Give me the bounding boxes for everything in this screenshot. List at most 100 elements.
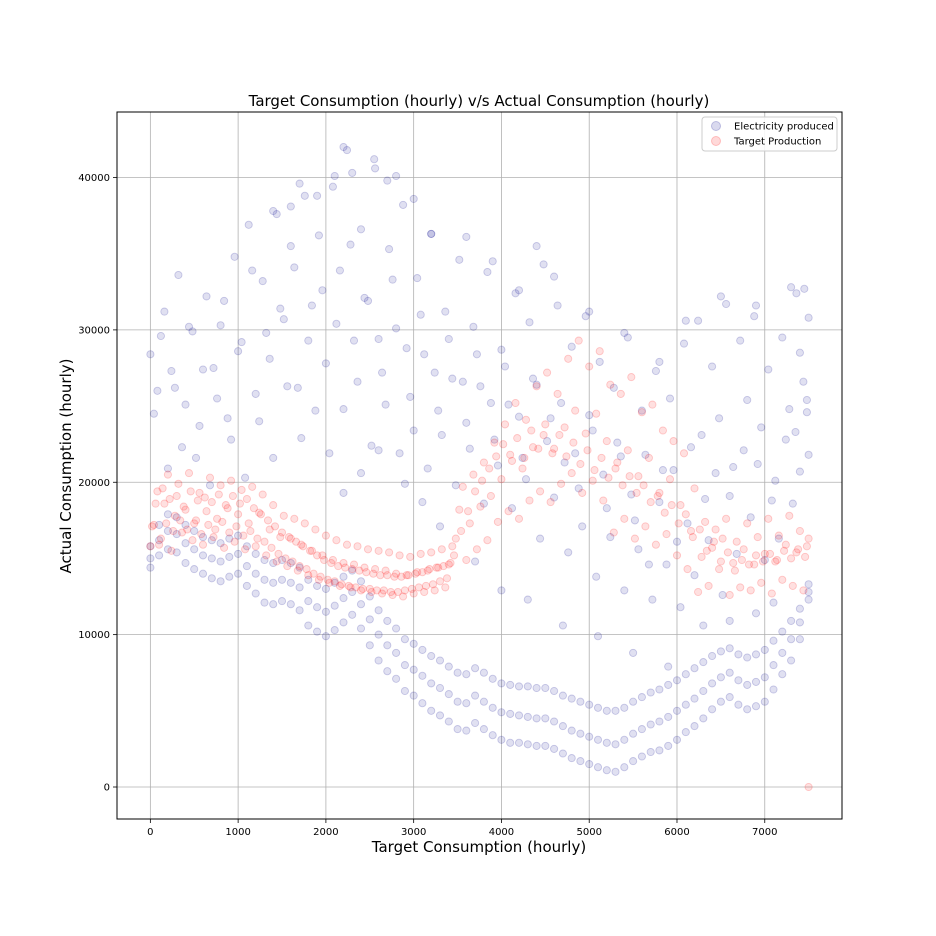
data-point <box>804 782 813 792</box>
data-point <box>802 395 811 405</box>
data-point <box>462 726 471 735</box>
data-point <box>604 473 613 482</box>
data-point <box>172 513 181 522</box>
data-point <box>293 383 302 392</box>
data-point <box>174 479 183 488</box>
data-point <box>155 540 164 549</box>
data-point <box>260 598 269 607</box>
legend-marker-electricity-produced <box>711 121 721 131</box>
data-point <box>716 697 725 706</box>
data-point <box>751 702 761 711</box>
data-point <box>464 507 473 516</box>
data-point <box>602 738 611 747</box>
data-point <box>295 563 304 572</box>
data-point <box>497 679 506 688</box>
data-point <box>153 487 162 496</box>
data-point <box>507 504 517 513</box>
data-point <box>634 472 643 481</box>
data-point <box>769 636 778 645</box>
data-point <box>730 566 739 575</box>
data-point <box>427 548 436 557</box>
data-point <box>184 322 194 331</box>
data-point <box>506 709 515 718</box>
data-point <box>307 301 316 310</box>
data-point <box>639 481 648 490</box>
data-point <box>618 481 627 490</box>
data-point <box>634 545 643 554</box>
data-point <box>260 555 269 565</box>
data-point <box>165 494 174 504</box>
data-point <box>620 586 629 595</box>
data-point <box>704 536 713 545</box>
data-point <box>564 548 573 557</box>
data-point <box>365 615 374 624</box>
data-point <box>660 508 669 517</box>
plot-frame <box>116 111 843 820</box>
data-point <box>183 525 192 534</box>
data-point <box>418 671 427 680</box>
data-point <box>804 450 813 459</box>
data-point <box>462 555 471 565</box>
grid <box>117 112 842 819</box>
data-point <box>339 594 348 603</box>
data-point <box>781 540 790 549</box>
data-point <box>590 466 599 475</box>
data-point <box>609 528 618 537</box>
data-point <box>686 526 696 536</box>
data-point <box>523 740 532 749</box>
data-point <box>497 586 506 595</box>
data-point <box>662 560 671 569</box>
data-point <box>353 542 362 551</box>
data-point <box>739 446 748 455</box>
data-point <box>737 555 746 565</box>
data-point <box>546 498 555 507</box>
data-point <box>458 482 467 491</box>
data-point <box>286 578 295 587</box>
data-point <box>263 516 273 525</box>
data-point <box>629 648 638 657</box>
data-point <box>371 565 380 574</box>
data-point <box>518 464 527 473</box>
data-point <box>163 526 172 536</box>
data-point <box>286 202 295 211</box>
data-point <box>578 488 587 497</box>
data-point <box>276 533 285 542</box>
data-point <box>711 525 720 534</box>
data-point <box>195 488 204 497</box>
data-point <box>279 511 288 520</box>
data-point <box>567 754 576 763</box>
data-point <box>221 501 230 510</box>
data-point <box>611 767 620 776</box>
data-point <box>356 586 366 595</box>
data-point <box>339 618 348 627</box>
x-tick-label: 1000 <box>225 827 250 838</box>
data-point <box>734 700 743 709</box>
data-point <box>191 453 201 462</box>
data-point <box>435 522 445 531</box>
data-point <box>392 569 401 578</box>
data-point <box>769 685 778 694</box>
data-point <box>648 595 657 604</box>
data-point <box>406 552 415 561</box>
data-point <box>260 575 269 584</box>
data-point <box>302 565 311 574</box>
data-point <box>469 322 478 331</box>
data-point <box>602 706 611 715</box>
data-point <box>383 571 392 580</box>
data-point <box>623 333 632 342</box>
data-point <box>318 286 327 295</box>
data-point <box>490 435 499 444</box>
data-point <box>804 580 813 589</box>
data-point <box>316 572 325 581</box>
data-point <box>543 368 552 377</box>
data-point <box>795 526 804 536</box>
data-point <box>471 718 480 728</box>
data-point <box>567 342 576 351</box>
data-point <box>665 475 675 484</box>
data-point <box>323 575 332 584</box>
data-point <box>234 549 243 558</box>
data-point <box>304 597 313 606</box>
data-point <box>251 569 260 578</box>
data-point <box>339 558 348 568</box>
data-point <box>581 429 590 438</box>
